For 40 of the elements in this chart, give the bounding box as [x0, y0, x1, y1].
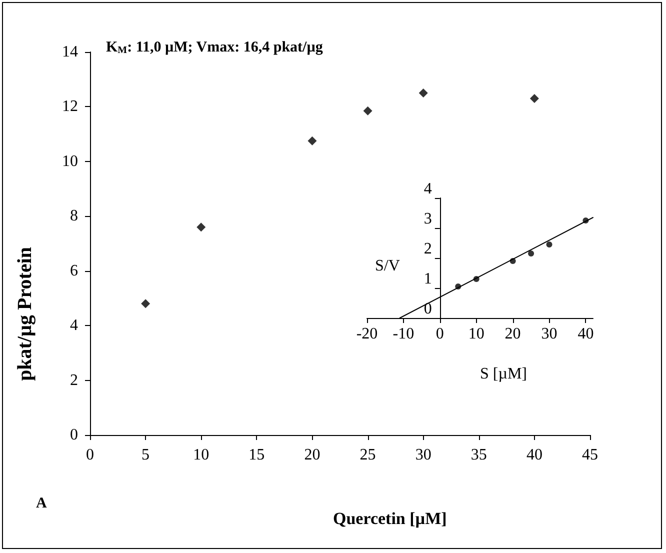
- y-tick-label: 6: [70, 262, 78, 280]
- x-tick-label: 0: [436, 326, 444, 342]
- x-axis-title: S [µM]: [480, 366, 527, 382]
- y-tick-label: 3: [424, 210, 432, 228]
- y-tick-label: 12: [62, 98, 78, 116]
- y-tick-label: 2: [70, 372, 78, 389]
- x-tick-label: -20: [356, 326, 378, 342]
- y-tick-label: 8: [70, 208, 78, 225]
- y-tick-label: 2: [424, 240, 432, 258]
- x-tick-label: 10: [468, 326, 484, 342]
- point: [196, 222, 206, 232]
- y-axis-title: S/V: [374, 258, 400, 274]
- y-tick-label: 10: [62, 152, 78, 170]
- y-axis-title: pkat/µg Protein: [14, 247, 36, 381]
- x-axis-title: Quercetin [µM]: [332, 509, 447, 528]
- x-tick-label: 25: [360, 446, 376, 464]
- x-tick-label: 40: [578, 326, 594, 342]
- x-tick-label: 40: [526, 446, 542, 464]
- y-tick-label: 1: [424, 270, 432, 288]
- text: A: [36, 496, 47, 512]
- x-tick-label: 10: [193, 446, 210, 464]
- point: [308, 136, 317, 146]
- y-tick-label: 14: [62, 44, 78, 60]
- x-tick-label: 0: [86, 446, 94, 464]
- point: [418, 88, 428, 98]
- x-tick-label: 5: [142, 446, 150, 464]
- x-tick-label: 30: [415, 446, 432, 464]
- x-tick-label: 15: [248, 446, 265, 464]
- x-tick-label: 20: [504, 326, 521, 342]
- x-tick-label: 30: [541, 326, 558, 342]
- y-tick-label: 4: [70, 317, 78, 334]
- x-tick-label: 20: [304, 446, 320, 464]
- y-tick-label: 4: [424, 180, 432, 198]
- x-tick-label: 35: [470, 446, 487, 464]
- point: [363, 106, 372, 116]
- x-tick-label: -10: [392, 326, 414, 342]
- y-tick-label: 0: [70, 426, 78, 444]
- point: [530, 94, 539, 104]
- x-tick-label: 45: [582, 446, 598, 464]
- point: [141, 299, 150, 308]
